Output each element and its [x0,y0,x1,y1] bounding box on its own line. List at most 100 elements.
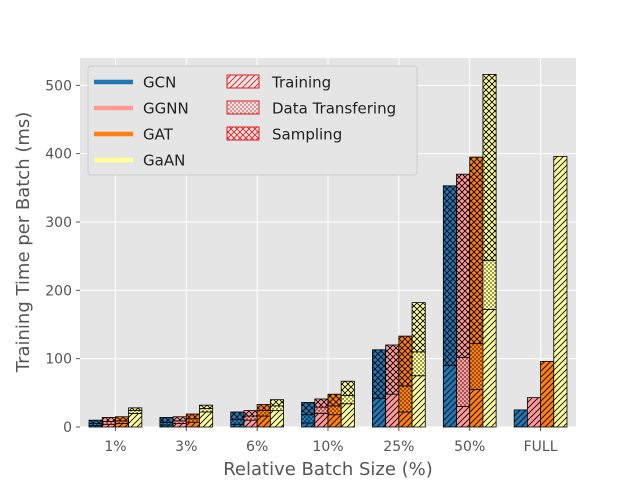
ggnn-sampling-bar-hatch [314,398,329,408]
x-tick-label: 25% [383,439,414,455]
x-tick-label: 6% [246,439,268,455]
x-tick-label: 1% [104,439,126,455]
gaan-sampling-bar-hatch [411,302,426,353]
y-tick-label: 200 [45,283,72,299]
gaan-transfering-bar-hatch [199,408,214,413]
ggnn-transfering-bar-hatch [456,356,471,407]
y-tick-label: 300 [45,215,72,231]
ggnn-sampling-bar-hatch [172,416,187,422]
ggnn-sampling-bar-hatch [243,410,258,417]
y-axis-label: Training Time per Batch (ms) [13,112,34,374]
gat-transfering-bar-hatch [327,405,342,416]
gaan-training-bar-hatch [128,412,143,428]
y-tick-label: 0 [63,420,72,436]
ggnn-training-bar-hatch [456,406,471,428]
gcn-transfering-bar-hatch [159,421,174,426]
gat-training-bar-hatch [469,389,484,428]
legend-label-gat: GAT [143,126,174,144]
gcn-training-bar-hatch [513,409,528,428]
gcn-sampling-bar-hatch [230,411,245,420]
x-axis-label: Relative Batch Size (%) [223,459,433,480]
ggnn-training-bar-hatch [314,412,329,428]
gaan-sampling-bar-hatch [199,404,214,409]
gcn-training-bar-hatch [301,422,316,428]
gat-training-bar-hatch [398,411,413,428]
x-tick-label: 3% [175,439,197,455]
gaan-sampling-bar-hatch [340,380,355,396]
gat-sampling-bar-hatch [115,416,130,422]
gaan-transfering-bar-hatch [482,259,497,310]
legend-label-data-transfering: Data Transfering [272,100,396,118]
x-axis-ticks: 1% 3% 6% 10% 25% 50% FULL [104,427,558,455]
gat-training-bar-hatch [185,421,200,428]
gat-transfering-bar-hatch [185,418,200,423]
ggnn-sampling-bar-hatch [456,173,471,358]
y-tick-label: 500 [45,78,72,94]
gaan-training-bar-hatch [411,375,426,428]
legend-label-gcn: GCN [143,74,176,92]
gat-training-bar-hatch [327,414,342,428]
ggnn-training-bar-hatch [385,393,400,428]
gcn-transfering-bar-hatch [230,419,245,425]
gaan-sampling-bar-hatch [269,399,284,407]
gaan-training-bar-hatch [482,309,497,428]
ggnn-transfering-bar-hatch [172,420,187,424]
gcn-sampling-bar-hatch [88,419,103,424]
ggnn-transfering-bar-hatch [101,421,116,425]
x-tick-label: FULL [524,439,558,455]
legend-swatch-training [226,74,260,89]
ggnn-training-bar-hatch [243,419,258,428]
gcn-sampling-bar-hatch [372,349,387,399]
gaan-transfering-bar-hatch [269,405,284,412]
ggnn-training-bar-hatch [172,423,187,428]
gat-transfering-bar-hatch [115,420,130,424]
gaan-sampling-bar-hatch [128,407,143,412]
ggnn-training-bar-hatch [101,423,116,428]
y-axis-ticks: 0 100 200 300 400 500 [45,78,80,436]
legend-label-sampling: Sampling [272,126,342,144]
gaan-transfering-bar-hatch [340,395,355,405]
gat-training-bar-hatch [540,360,555,428]
gaan-training-bar-hatch [199,411,214,428]
legend-label-gaan: GaAN [143,152,185,170]
legend-label-ggnn: GGNN [143,100,189,118]
gaan-sampling-bar-hatch [482,74,497,261]
ggnn-transfering-bar-hatch [314,406,329,414]
gaan-transfering-bar-hatch [128,410,143,414]
legend: GCN GGNN GAT GaAN Training Data Transfering Sa… [87,65,418,176]
gaan-training-bar-hatch [269,410,284,428]
legend-label-training: Training [271,74,331,92]
gat-sampling-bar-hatch [256,404,271,412]
gat-sampling-bar-hatch [469,156,484,345]
gcn-sampling-bar-hatch [301,401,316,416]
gaan-transfering-bar-hatch [411,351,426,377]
gat-training-bar-hatch [115,423,130,428]
ggnn-sampling-bar-hatch [385,344,400,395]
gat-sampling-bar-hatch [185,413,200,420]
gcn-sampling-bar-hatch [159,417,174,423]
gcn-training-bar-hatch [442,365,457,428]
y-tick-label: 100 [45,352,72,368]
gaan-training-bar-hatch [340,403,355,428]
gaan-training-bar-hatch [553,155,568,428]
ggnn-training-bar-hatch [526,397,541,428]
gcn-transfering-bar-hatch [301,414,316,424]
gcn-training-bar-hatch [230,423,245,428]
legend-swatch-sampling [226,126,260,141]
gcn-sampling-bar-hatch [442,185,457,366]
gat-transfering-bar-hatch [469,343,484,390]
y-tick-label: 400 [45,147,72,163]
gat-transfering-bar-hatch [256,410,271,417]
ggnn-sampling-bar-hatch [101,417,116,422]
bars [88,74,568,428]
gat-training-bar-hatch [256,415,271,428]
legend-box [87,65,418,176]
gat-sampling-bar-hatch [398,335,413,387]
gcn-training-bar-hatch [372,397,387,428]
x-tick-label: 10% [312,439,343,455]
gat-transfering-bar-hatch [398,385,413,413]
x-tick-label: 50% [454,439,485,455]
gat-sampling-bar-hatch [327,393,342,407]
ggnn-transfering-bar-hatch [243,415,258,421]
